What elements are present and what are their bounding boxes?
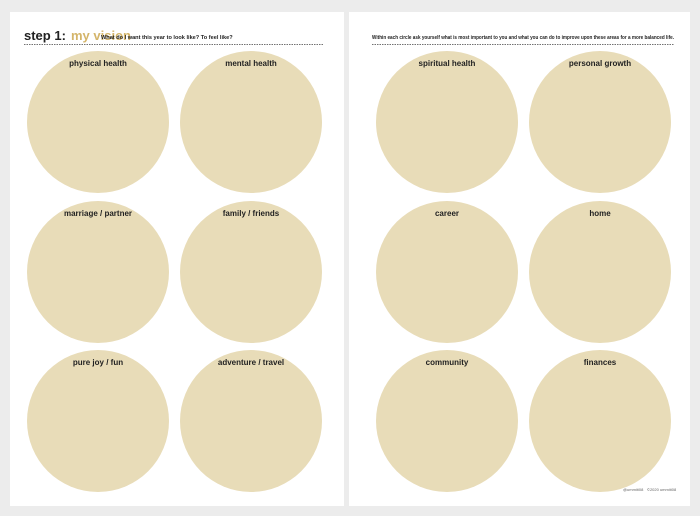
instructions: Within each circle ask yourself what is …: [372, 35, 674, 41]
area-circle: [529, 51, 671, 193]
area-circle: [27, 201, 169, 343]
circle-label: marriage / partner: [64, 209, 132, 218]
circle-label: career: [435, 209, 459, 218]
circle-label: mental health: [225, 59, 277, 68]
area-circle: [27, 350, 169, 492]
header-prompt: What do I want this year to look like? T…: [101, 35, 233, 41]
circle-label: community: [426, 358, 469, 367]
circle-label: pure joy / fun: [73, 358, 123, 367]
circle-label: family / friends: [223, 209, 280, 218]
footer-handle: @ummiti08: [623, 487, 644, 492]
area-circle: [376, 350, 518, 492]
area-circle: [529, 201, 671, 343]
area-circle: [180, 201, 322, 343]
area-circle: [376, 51, 518, 193]
header-step: step 1:: [24, 28, 66, 43]
area-circle: [376, 201, 518, 343]
circle-label: home: [589, 209, 611, 218]
circle-label: finances: [584, 358, 617, 367]
area-circle: [180, 350, 322, 492]
circle-label: personal growth: [569, 59, 631, 68]
circle-label: physical health: [69, 59, 127, 68]
area-circle: [27, 51, 169, 193]
footer-copyright: ©2020 ummiti08: [647, 487, 677, 492]
circle-label: spiritual health: [419, 59, 476, 68]
circle-label: adventure / travel: [218, 358, 284, 367]
header-title: my vision: [71, 28, 131, 43]
area-circle: [529, 350, 671, 492]
area-circle: [180, 51, 322, 193]
